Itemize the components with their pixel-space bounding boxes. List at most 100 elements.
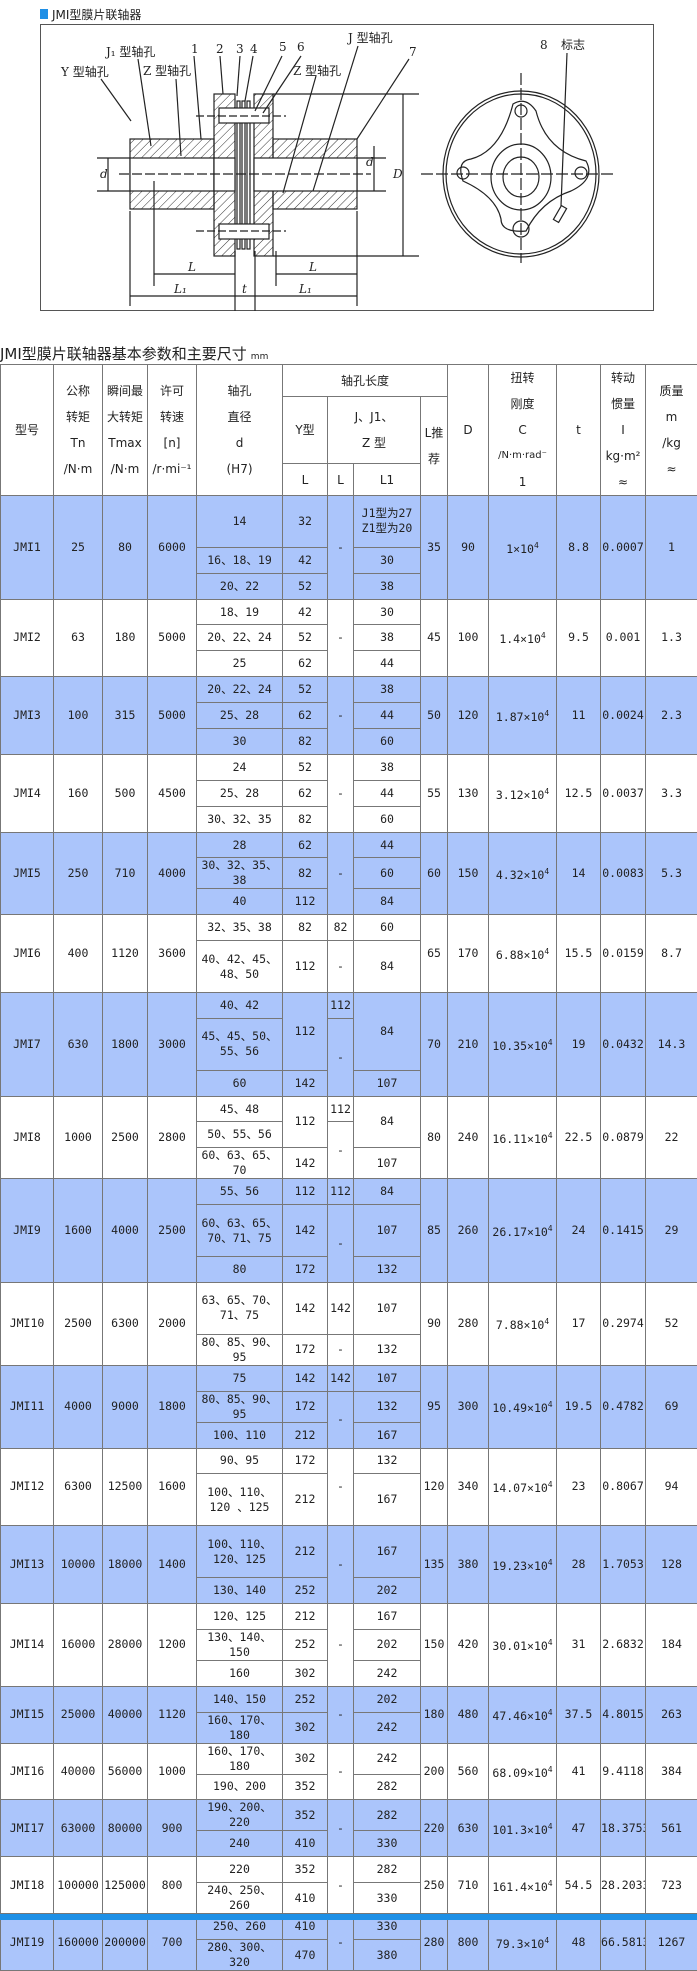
cell-model: JMI12 xyxy=(1,1448,54,1526)
cell-bore-diameter: 20、22 xyxy=(197,573,283,599)
label-j-bore: J 型轴孔 xyxy=(346,30,393,45)
cell-stiffness: 14.07×104 xyxy=(489,1448,557,1526)
cell-jz-l1: 38 xyxy=(354,754,421,780)
cell-D: 630 xyxy=(448,1800,489,1857)
cell-tmax: 6300 xyxy=(103,1282,148,1365)
cell-jz-length: - xyxy=(328,1914,354,1971)
cell-stiffness: 161.4×104 xyxy=(489,1857,557,1914)
cell-jz-l1: 38 xyxy=(354,625,421,651)
cell-bore-diameter: 220 xyxy=(197,1857,283,1883)
cell-tn: 10000 xyxy=(54,1526,103,1604)
stiffness-exponent: 4 xyxy=(548,1224,553,1233)
header-l-recommended: L推荐 xyxy=(421,397,448,496)
stiffness-value: 14.07×10 xyxy=(492,1481,547,1495)
cell-jz-l1: 107 xyxy=(354,1205,421,1257)
stiffness-value: 19.23×10 xyxy=(492,1559,547,1573)
cell-tmax: 315 xyxy=(103,677,148,755)
cell-jz-l1: J1型为27 Z1型为20 xyxy=(354,496,421,548)
cell-jz-length: - xyxy=(328,496,354,600)
cell-jz-l1: 107 xyxy=(354,1148,421,1179)
cell-speed: 6000 xyxy=(148,496,197,600)
cell-l-recommended: 135 xyxy=(421,1526,448,1604)
cell-y-length: 410 xyxy=(283,1883,328,1914)
cell-jz-l1: 84 xyxy=(354,1179,421,1205)
label-dim-L1-right: L₁ xyxy=(298,282,312,296)
cell-t: 19 xyxy=(557,993,601,1097)
cell-y-length: 82 xyxy=(283,858,328,889)
cell-y-length: 62 xyxy=(283,832,328,858)
cell-y-length: 82 xyxy=(283,806,328,832)
header-t: t xyxy=(557,365,601,496)
cell-stiffness: 6.88×104 xyxy=(489,915,557,993)
header-jz-L: L xyxy=(328,464,354,496)
cell-bore-diameter: 100、110、120、125 xyxy=(197,1526,283,1578)
cell-D: 210 xyxy=(448,993,489,1097)
cell-D: 800 xyxy=(448,1914,489,1971)
cell-speed: 800 xyxy=(148,1857,197,1914)
cell-inertia: 0.0037 xyxy=(601,754,646,832)
cell-speed: 2000 xyxy=(148,1282,197,1365)
label-part-6: 6 xyxy=(297,40,305,54)
cell-l-recommended: 50 xyxy=(421,677,448,755)
cell-tmax: 28000 xyxy=(103,1603,148,1686)
cell-l-recommended: 65 xyxy=(421,915,448,993)
cell-speed: 5000 xyxy=(148,599,197,677)
cell-t: 19.5 xyxy=(557,1365,601,1448)
cell-jz-l1: 84 xyxy=(354,889,421,915)
cell-bore-diameter: 90、95 xyxy=(197,1448,283,1474)
cell-bore-diameter: 60、63、65、70 xyxy=(197,1148,283,1179)
cell-tn: 4000 xyxy=(54,1365,103,1448)
cell-speed: 1120 xyxy=(148,1686,197,1743)
cell-jz-length: - xyxy=(328,599,354,677)
stiffness-value: 10.49×10 xyxy=(492,1401,547,1415)
cell-y-length: 142 xyxy=(283,1205,328,1257)
cell-t: 28 xyxy=(557,1526,601,1604)
label-dim-t: t xyxy=(242,282,247,296)
cell-jz-length: - xyxy=(328,1800,354,1857)
cell-y-length: 82 xyxy=(283,915,328,941)
cell-D: 480 xyxy=(448,1686,489,1743)
cell-jz-l1: 132 xyxy=(354,1391,421,1422)
cell-t: 8.8 xyxy=(557,496,601,600)
stiffness-value: 3.12×10 xyxy=(496,788,544,802)
cell-speed: 900 xyxy=(148,1800,197,1857)
cell-D: 100 xyxy=(448,599,489,677)
cell-bore-diameter: 24 xyxy=(197,754,283,780)
cell-bore-diameter: 55、56 xyxy=(197,1179,283,1205)
cell-jz-length: - xyxy=(328,941,354,993)
cell-tmax: 2500 xyxy=(103,1096,148,1179)
cell-inertia: 0.0024 xyxy=(601,677,646,755)
cell-jz-length: - xyxy=(328,1018,354,1096)
cell-l-recommended: 120 xyxy=(421,1448,448,1526)
cell-speed: 1400 xyxy=(148,1526,197,1604)
cell-jz-l1: 282 xyxy=(354,1857,421,1883)
cell-speed: 1200 xyxy=(148,1603,197,1686)
stiffness-exponent: 4 xyxy=(544,947,549,956)
cell-bore-diameter: 14 xyxy=(197,496,283,548)
cell-jz-l1: 202 xyxy=(354,1577,421,1603)
cell-jz-l1: 44 xyxy=(354,832,421,858)
cell-tmax: 1800 xyxy=(103,993,148,1097)
cell-jz-l1: 202 xyxy=(354,1686,421,1712)
cell-t: 48 xyxy=(557,1914,601,1971)
stiffness-exponent: 4 xyxy=(548,1638,553,1647)
cell-jz-l1: 132 xyxy=(354,1448,421,1474)
cell-inertia: 0.4782 xyxy=(601,1365,646,1448)
stiffness-value: 16.11×10 xyxy=(492,1132,547,1146)
cell-stiffness: 3.12×104 xyxy=(489,754,557,832)
label-z-bore-left: Z 型轴孔 xyxy=(143,63,191,78)
stiffness-exponent: 4 xyxy=(544,867,549,876)
stiffness-exponent: 4 xyxy=(548,1822,553,1831)
stiffness-value: 101.3×10 xyxy=(492,1823,547,1837)
coupling-section-view xyxy=(97,46,419,311)
cell-bore-diameter: 45、45、50、55、56 xyxy=(197,1018,283,1070)
cell-inertia: 0.001 xyxy=(601,599,646,677)
stiffness-value: 1×10 xyxy=(506,542,534,556)
section-title-text: JMI型膜片联轴器 xyxy=(52,6,141,23)
cell-bore-diameter: 40、42 xyxy=(197,993,283,1019)
cell-bore-diameter: 40、42、45、48、50 xyxy=(197,941,283,993)
